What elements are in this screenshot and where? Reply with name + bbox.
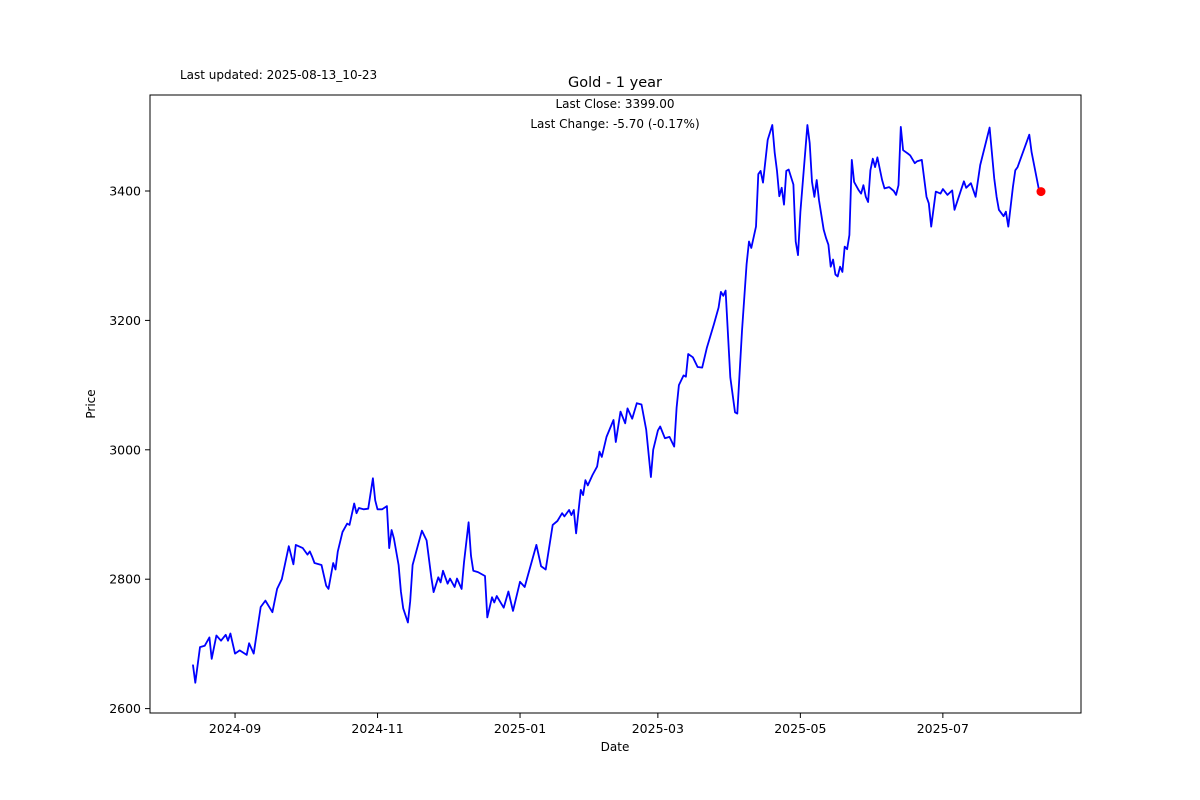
plot-area xyxy=(149,94,1082,714)
chart-generated-layer: 2600 2800 3000 3200 3400 2024-09 2024-11 2025-0… xyxy=(109,124,1046,736)
x-tick-label: 2025-07 xyxy=(917,721,969,736)
x-tick-label: 2025-01 xyxy=(494,721,546,736)
y-axis-label: Price xyxy=(84,389,98,418)
y-tick-label: 2600 xyxy=(109,701,141,716)
x-tick-label: 2025-03 xyxy=(632,721,684,736)
last-updated-annotation: Last updated: 2025-08-13_10-23 xyxy=(180,68,377,82)
last-price-marker xyxy=(1036,187,1046,197)
price-line xyxy=(192,124,1042,684)
chart-title: Gold - 1 year xyxy=(568,75,662,91)
x-tick-label: 2025-05 xyxy=(774,721,826,736)
y-tick-label: 3400 xyxy=(109,184,141,199)
y-tick-label: 3200 xyxy=(109,313,141,328)
last-close-annotation: Last Close: 3399.00 xyxy=(556,97,675,111)
y-tick-label: 2800 xyxy=(109,572,141,587)
x-tick-label: 2024-09 xyxy=(209,721,261,736)
x-tick-label: 2024-11 xyxy=(351,721,403,736)
last-change-annotation: Last Change: -5.70 (-0.17%) xyxy=(530,117,699,131)
y-tick-label: 3000 xyxy=(109,442,141,457)
x-axis-label: Date xyxy=(601,740,630,754)
